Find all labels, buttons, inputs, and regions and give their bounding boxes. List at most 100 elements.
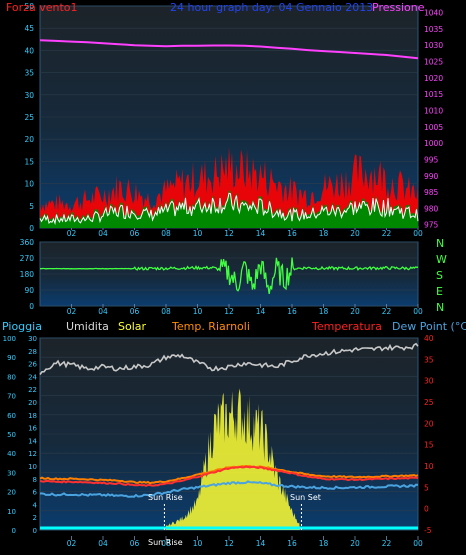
humidity-tick-label: 90: [7, 354, 16, 362]
humidity-tick-label: 70: [7, 393, 16, 401]
pressure-line: [39, 39, 419, 60]
left-tick-label: 0: [29, 224, 34, 233]
average-wind-area: [40, 190, 418, 228]
left-tick-label: 25: [24, 113, 34, 122]
right-tick-label: 1005: [424, 123, 443, 132]
x-tick-label-mid: 20: [350, 307, 360, 316]
legend-umidita: Umidita: [66, 320, 109, 333]
rain-tick-label: 8: [33, 476, 37, 484]
left-tick-label: 35: [24, 69, 34, 78]
legend-temp-riarnoli: Temp. Riarnoli: [171, 320, 250, 333]
legend-solar: Solar: [118, 320, 147, 333]
right-tick-label: 1035: [424, 25, 443, 34]
x-tick-label-bottom: 22: [382, 539, 392, 548]
left-tick-label: 5: [29, 202, 34, 211]
legend-pioggia: Pioggia: [2, 320, 42, 333]
humidity-tick-label: 0: [12, 527, 16, 535]
right-tick-label: 1010: [424, 106, 443, 115]
rain-tick-label: 16: [28, 425, 37, 433]
rain-tick-label: 26: [28, 361, 37, 369]
compass-w: W: [436, 253, 447, 266]
x-tick-label-mid: 02: [67, 307, 77, 316]
dew-point-line: [39, 480, 419, 498]
compass-s: S: [436, 269, 443, 282]
legend-dew-point: Dew Point (°C): [392, 320, 466, 333]
direction-tick-label: 90: [24, 286, 34, 295]
right-tick-label: 1015: [424, 90, 443, 99]
x-tick-label-top: 14: [256, 229, 266, 238]
rain-tick-label: 20: [28, 399, 37, 407]
x-tick-label-mid: 04: [98, 307, 108, 316]
compass-n-top: N: [436, 237, 444, 250]
humidity-tick-label: 40: [7, 450, 16, 458]
humidity-tick-label: 20: [7, 489, 16, 497]
rain-tick-label: 6: [33, 489, 38, 497]
right-tick-label: 1000: [424, 139, 443, 148]
right-tick-label: 995: [424, 155, 439, 164]
x-tick-label-top: 00: [413, 229, 423, 238]
x-tick-label-mid: 16: [287, 307, 297, 316]
rain-tick-label: 2: [33, 514, 37, 522]
rain-tick-label: 14: [28, 437, 37, 445]
x-tick-label-mid: 06: [130, 307, 140, 316]
x-tick-label-top: 04: [98, 229, 108, 238]
left-tick-label: 30: [24, 91, 34, 100]
x-tick-label-top: 12: [224, 229, 234, 238]
x-tick-label-mid: 18: [319, 307, 329, 316]
right-tick-label: 1040: [424, 9, 443, 18]
humidity-tick-label: 10: [7, 508, 16, 516]
x-tick-label-bottom: 14: [256, 539, 266, 548]
rain-tick-label: 10: [28, 463, 37, 471]
x-tick-label-top: 22: [382, 229, 392, 238]
x-tick-label-mid: 12: [224, 307, 234, 316]
x-tick-label-mid: 00: [413, 307, 423, 316]
rain-tick-label: 18: [28, 412, 37, 420]
x-tick-label-bottom: 20: [350, 539, 360, 548]
right-tick-label: 980: [424, 204, 439, 213]
x-tick-label-bottom: 00: [413, 539, 423, 548]
x-tick-label-mid: 22: [382, 307, 392, 316]
humidity-tick-label: 50: [7, 431, 16, 439]
temperature-tick-label: 25: [424, 398, 434, 407]
x-tick-label-top: 06: [130, 229, 140, 238]
humidity-tick-label: 30: [7, 469, 16, 477]
chart-marks: [39, 39, 419, 530]
compass-n-bottom: N: [436, 301, 444, 314]
rain-tick-label: 12: [28, 450, 37, 458]
legend-temperatura: Temperatura: [311, 320, 382, 333]
x-tick-label-bottom: 18: [319, 539, 329, 548]
left-axis-title: Forza vento1: [6, 1, 78, 14]
tick-labels: 0510152025303540455097598098599099510001…: [3, 2, 444, 548]
left-tick-label: 40: [24, 46, 34, 55]
sunrise-label: Sun Rise: [148, 493, 183, 502]
average-wind-line: [39, 192, 419, 226]
chart-title: 24 hour graph day: 04 Gennaio 2013: [170, 1, 373, 14]
x-tick-label-top: 02: [67, 229, 77, 238]
humidity-tick-label: 60: [7, 412, 16, 420]
right-tick-label: 985: [424, 188, 439, 197]
temperature-tick-label: 40: [424, 334, 434, 343]
compass-e: E: [436, 285, 443, 298]
x-tick-label-top: 10: [193, 229, 203, 238]
x-tick-label-bottom: 10: [193, 539, 203, 548]
humidity-tick-label: 80: [7, 373, 16, 381]
x-tick-label-mid: 10: [193, 307, 203, 316]
x-tick-label-top: 16: [287, 229, 297, 238]
right-tick-label: 1030: [424, 41, 443, 50]
humidity-tick-label: 100: [3, 335, 16, 343]
right-tick-label: 990: [424, 172, 439, 181]
left-tick-label: 15: [24, 157, 34, 166]
left-tick-label: 10: [24, 180, 34, 189]
temperature-tick-label: 15: [424, 441, 434, 450]
x-tick-label-bottom: 04: [98, 539, 108, 548]
temperature-tick-label: 0: [424, 505, 429, 514]
direction-tick-label: 180: [20, 270, 35, 279]
rain-tick-label: 30: [28, 335, 37, 343]
rain-tick-label: 0: [33, 527, 37, 535]
right-tick-label: 1025: [424, 58, 443, 67]
x-tick-label-bottom: 02: [67, 539, 77, 548]
right-tick-label: 975: [424, 221, 439, 230]
rain-tick-label: 24: [28, 373, 37, 381]
temperature-tick-label: 5: [424, 483, 429, 492]
temperature-tick-label: 10: [424, 462, 434, 471]
